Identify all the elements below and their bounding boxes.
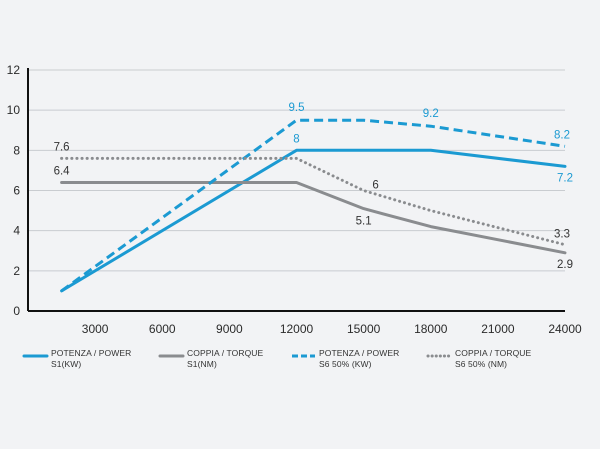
legend-label: POTENZA / POWER [319,348,399,358]
data-label: 9.2 [423,108,439,120]
x-tick-label: 18000 [414,322,448,336]
data-label: 7.2 [557,172,573,184]
legend-label: S1(NM) [187,359,217,369]
x-tick-label: 21000 [481,322,515,336]
legend-label: COPPIA / TORQUE [455,348,532,358]
y-tick-label: 8 [13,143,20,157]
series-line-3 [60,118,566,293]
series-line-4 [60,156,567,247]
data-label: 2.9 [557,259,573,271]
x-tick-label: 12000 [280,322,314,336]
x-tick-label: 24000 [548,322,582,336]
series-line-2 [60,181,567,255]
data-label: 3.3 [554,229,570,241]
y-tick-label: 0 [13,304,20,318]
legend-label: COPPIA / TORQUE [187,348,264,358]
y-tick-label: 4 [13,224,20,238]
x-tick-label: 15000 [347,322,381,336]
x-tick-label: 6000 [149,322,176,336]
y-tick-label: 12 [7,63,21,77]
legend-label: POTENZA / POWER [51,348,131,358]
data-label: 9.5 [289,102,305,114]
x-tick-label: 3000 [82,322,109,336]
x-tick-label: 9000 [216,322,243,336]
y-tick-label: 2 [13,264,20,278]
series-line-1 [60,148,567,293]
data-label: 8.2 [554,129,570,141]
legend-label: S1(KW) [51,359,81,369]
data-label: 7.6 [54,141,70,153]
data-label: 6 [372,180,378,192]
data-label: 6.4 [54,165,71,177]
legend-label: S6 50% (NM) [455,359,507,369]
legend-label: S6 50% (KW) [319,359,372,369]
y-tick-label: 10 [7,103,21,117]
y-tick-label: 6 [13,184,20,198]
data-label: 5.1 [356,216,372,228]
data-label: 8 [293,133,299,145]
